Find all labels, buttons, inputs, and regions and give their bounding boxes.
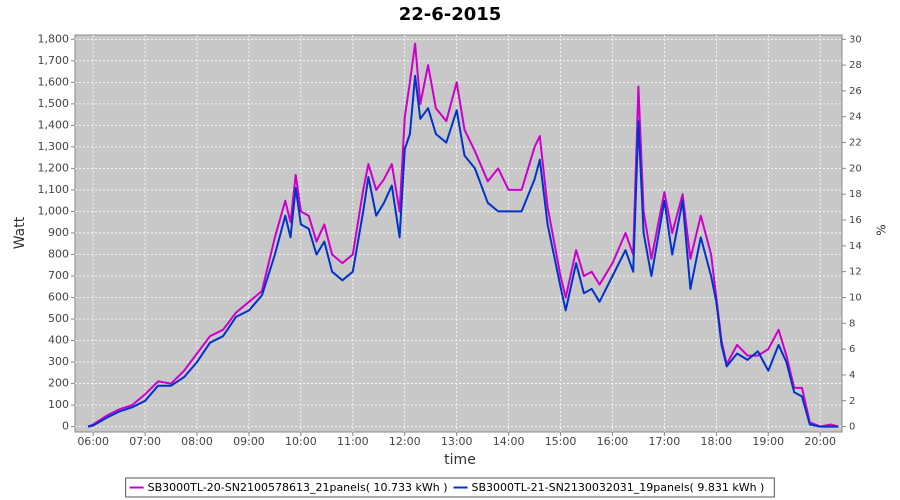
y2-tick-label: 20 — [849, 163, 862, 174]
y2-tick-label: 22 — [849, 138, 862, 149]
y2-tick-label: 0 — [849, 422, 855, 433]
chart-title: 22-6-2015 — [399, 4, 502, 25]
y2-tick-label: 14 — [849, 241, 862, 252]
y-tick-label: 800 — [48, 247, 69, 260]
x-tick-label: 08:00 — [181, 435, 213, 448]
y-tick-label: 700 — [48, 269, 69, 282]
x-tick-label: 14:00 — [493, 435, 525, 448]
y-tick-label: 200 — [48, 377, 69, 390]
y2-tick-label: 8 — [849, 318, 855, 329]
x-tick-label: 17:00 — [649, 435, 681, 448]
y2-tick-label: 30 — [849, 34, 862, 45]
x-tick-label: 13:00 — [441, 435, 473, 448]
y2-tick-label: 18 — [849, 189, 862, 200]
x-tick-label: 20:00 — [804, 435, 836, 448]
x-axis-label: time — [444, 452, 476, 468]
y2-axis-label: % — [875, 224, 889, 235]
y-tick-label: 900 — [48, 226, 69, 239]
y2-tick-label: 28 — [849, 60, 862, 71]
x-tick-label: 19:00 — [752, 435, 784, 448]
series-line — [87, 74, 839, 428]
legend-label: SB3000TL-20-SN2100578613_21panels( 10.73… — [148, 481, 448, 494]
y-tick-label: 400 — [48, 334, 69, 347]
y-tick-label: 1,400 — [38, 118, 70, 131]
x-tick-label: 15:00 — [545, 435, 577, 448]
legend-box — [125, 477, 775, 498]
x-tick-label: 10:00 — [285, 435, 317, 448]
y-tick-label: 1,200 — [38, 161, 70, 174]
y-tick-label: 1,800 — [38, 32, 70, 45]
x-tick-label: 07:00 — [129, 435, 161, 448]
y2-tick-label: 12 — [849, 267, 862, 278]
y-tick-label: 1,100 — [38, 183, 70, 196]
y-tick-label: 1,500 — [38, 97, 70, 110]
x-tick-label: 06:00 — [77, 435, 109, 448]
y-tick-label: 0 — [62, 420, 69, 433]
y-axis-label: Watt — [12, 216, 28, 249]
y-tick-label: 1,000 — [38, 204, 70, 217]
y-tick-label: 1,600 — [38, 75, 70, 88]
y-tick-label: 1,700 — [38, 54, 70, 67]
x-tick-label: 11:00 — [337, 435, 369, 448]
x-tick-label: 18:00 — [700, 435, 732, 448]
plot-area — [74, 34, 843, 433]
legend-label: SB3000TL-21-SN2130032031_19panels( 9.831… — [472, 481, 765, 494]
legend: SB3000TL-20-SN2100578613_21panels( 10.73… — [125, 477, 775, 498]
y2-tick-label: 4 — [849, 370, 855, 381]
y2-tick-label: 6 — [849, 344, 855, 355]
y-tick-label: 1,300 — [38, 140, 70, 153]
y2-tick-label: 2 — [849, 396, 855, 407]
y-tick-label: 100 — [48, 398, 69, 411]
y2-tick-label: 16 — [849, 215, 862, 226]
y-tick-label: 300 — [48, 355, 69, 368]
x-tick-label: 16:00 — [597, 435, 629, 448]
y2-tick-label: 24 — [849, 112, 862, 123]
y-tick-label: 600 — [48, 291, 69, 304]
x-tick-label: 09:00 — [233, 435, 265, 448]
x-tick-label: 12:00 — [389, 435, 421, 448]
y2-tick-label: 26 — [849, 86, 862, 97]
y-tick-label: 500 — [48, 312, 69, 325]
y2-tick-label: 10 — [849, 292, 862, 303]
